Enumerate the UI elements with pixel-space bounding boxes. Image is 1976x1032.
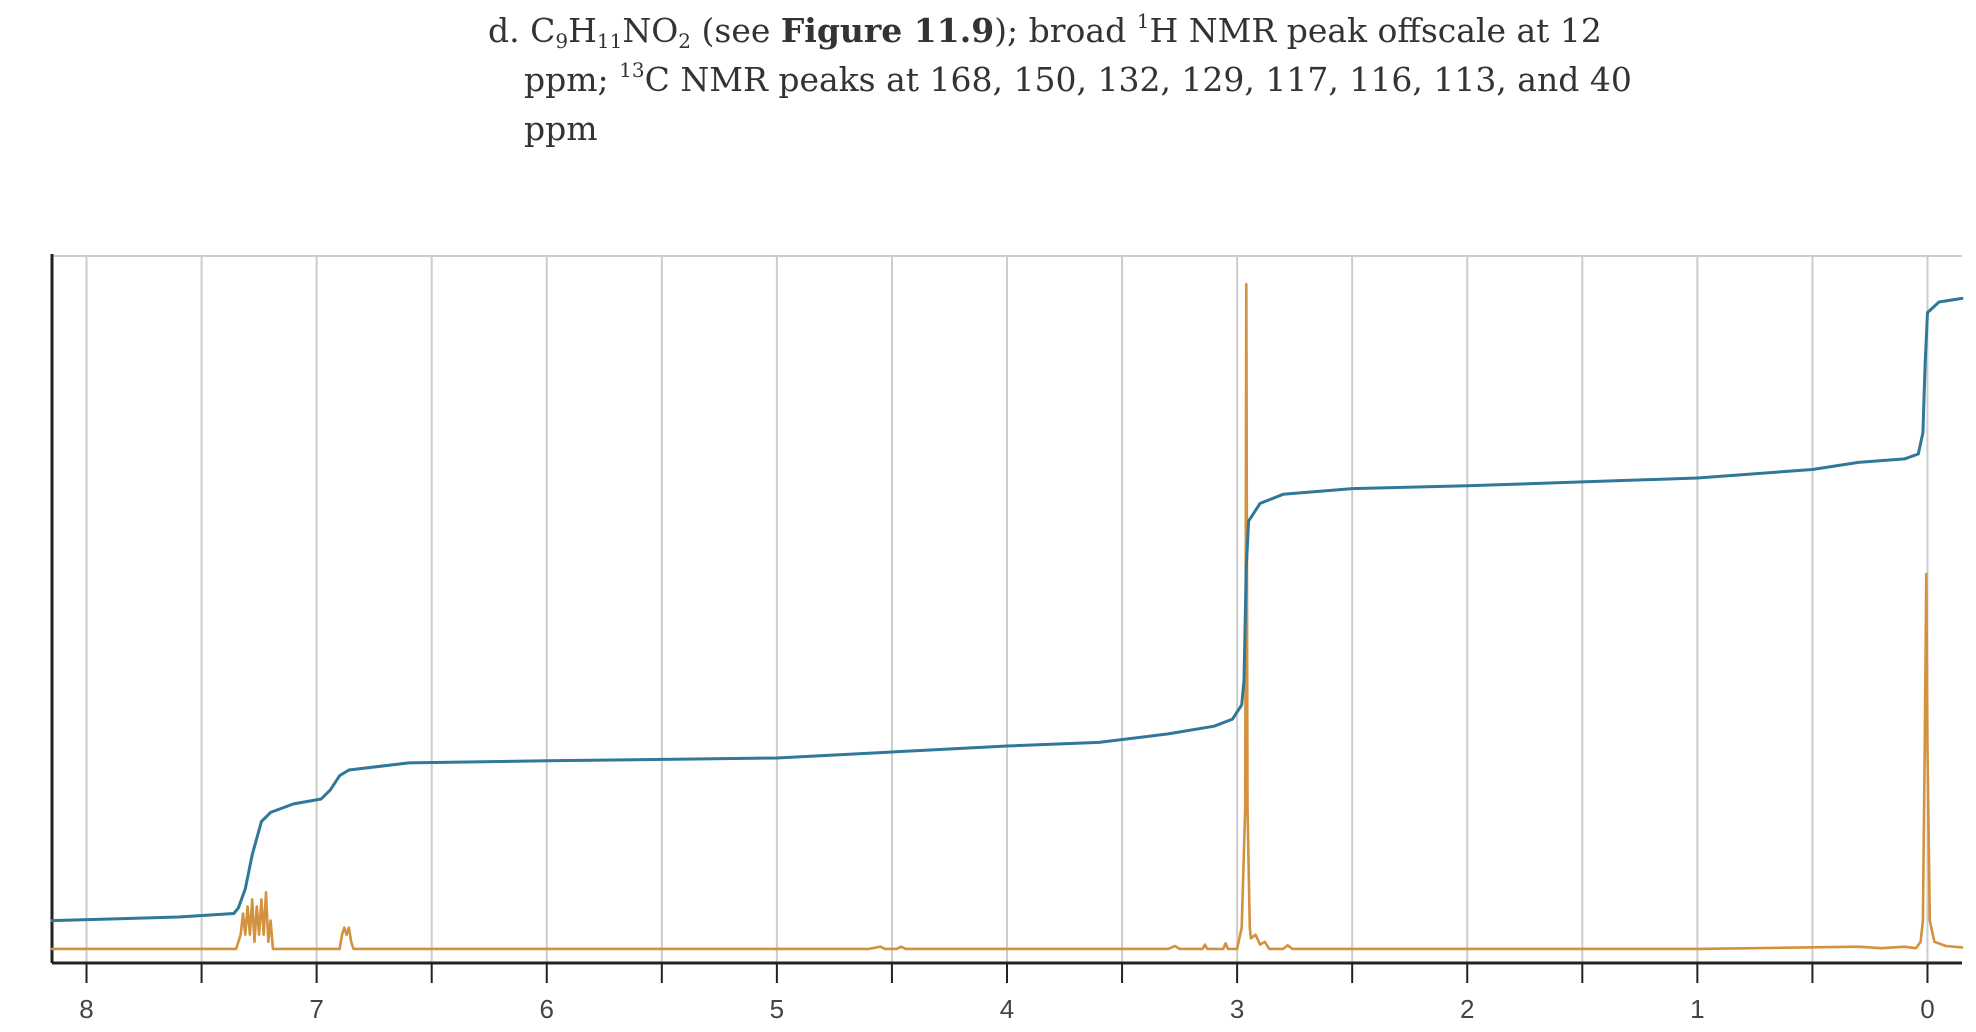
formula-no: NO (622, 11, 679, 50)
formula-c-subscript: 9 (555, 29, 569, 53)
x-axis-ticks (85, 963, 1929, 983)
x-tick-label: 1 (1690, 994, 1704, 1024)
c-nmr-text: C NMR peaks at 168, 150, 132, 129, 117, … (644, 60, 1632, 99)
x-tick-label: 4 (1000, 994, 1014, 1024)
figure-reference: Figure 11.9 (780, 11, 995, 50)
spectrum-line (50, 283, 1964, 951)
x-tick-label: 2 (1460, 994, 1474, 1024)
problem-line-3: ppm (488, 104, 1788, 153)
x-axis-tick-labels: 8 7 6 5 4 3 2 1 0 (79, 994, 1934, 1024)
grid-lines (52, 255, 1962, 963)
integral-line (50, 296, 1964, 923)
formula-no-subscript: 2 (678, 29, 692, 53)
h-nmr-text: H NMR peak offscale at 12 (1149, 11, 1602, 50)
formula-h-subscript: 11 (596, 29, 623, 53)
problem-label: d. (488, 11, 520, 50)
formula-h: H (568, 11, 597, 50)
see-open-text: (see (701, 11, 781, 50)
x-tick-label: 0 (1920, 994, 1934, 1024)
x-tick-label: 6 (540, 994, 554, 1024)
x-tick-label: 8 (79, 994, 93, 1024)
x-tick-label: 7 (309, 994, 323, 1024)
see-close-text: ); broad (994, 11, 1137, 50)
problem-line-2: ppm; 13C NMR peaks at 168, 150, 132, 129… (488, 55, 1788, 104)
formula-c: C (530, 11, 556, 50)
problem-line-1: d. C9H11NO2 (see Figure 11.9); broad 1H … (488, 6, 1788, 55)
c-nmr-superscript: 13 (619, 58, 645, 82)
x-tick-label: 3 (1230, 994, 1244, 1024)
chart-series (50, 283, 1964, 951)
line2-start-text: ppm; (524, 60, 620, 99)
problem-statement: d. C9H11NO2 (see Figure 11.9); broad 1H … (488, 6, 1788, 153)
h-nmr-superscript: 1 (1136, 9, 1150, 33)
line3-text: ppm (524, 109, 598, 148)
x-tick-label: 5 (770, 994, 784, 1024)
